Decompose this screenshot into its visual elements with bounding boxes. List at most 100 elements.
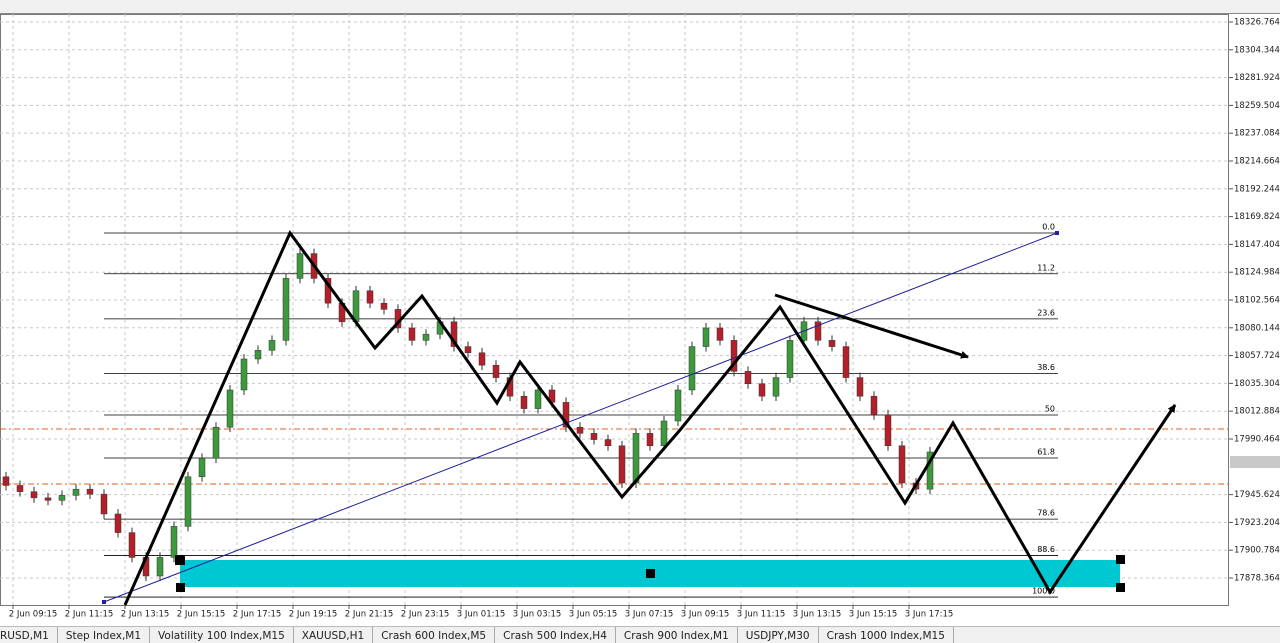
y-tick-label: 18259.5040 [1234, 101, 1280, 111]
chart-tab[interactable]: Crash 900 Index,M1 [616, 627, 738, 643]
fib-label: 38.6 [1037, 363, 1055, 372]
candle-body [842, 346, 850, 378]
candle-body [856, 377, 864, 397]
candle-body [114, 513, 122, 533]
candle-body [156, 557, 164, 577]
chart-tab[interactable]: Crash 600 Index,M5 [373, 627, 496, 643]
x-tick-label: 3 Jun 15:15 [849, 610, 898, 620]
y-tick-label: 18124.9840 [1234, 268, 1280, 278]
candle-body [590, 433, 598, 440]
y-tick-label: 18214.6640 [1234, 156, 1280, 166]
candle-body [184, 476, 192, 527]
candle-body [58, 495, 66, 501]
projection-zigzag [123, 230, 1177, 606]
fib-label: 11.2 [1037, 263, 1055, 272]
candle-body [380, 302, 388, 310]
y-tick-label: 18192.2440 [1234, 184, 1280, 194]
x-tick-label: 3 Jun 07:15 [625, 610, 674, 620]
candle-body [212, 426, 220, 459]
y-tick-label: 17945.6240 [1234, 490, 1280, 500]
candle-body [450, 321, 458, 347]
candle-body [744, 371, 752, 385]
y-tick-label: 18304.3440 [1234, 45, 1280, 55]
candle-body [422, 333, 430, 341]
candle-body [632, 433, 640, 484]
x-tick-label: 3 Jun 11:15 [737, 610, 786, 620]
x-tick-label: 2 Jun 19:15 [289, 610, 338, 620]
candle-body [226, 389, 234, 428]
candle-body [660, 420, 668, 447]
candle-body [254, 350, 262, 360]
trend-handle [1055, 231, 1059, 235]
candle-body [716, 327, 724, 341]
candle-body [2, 476, 10, 486]
x-tick-label: 2 Jun 17:15 [233, 610, 282, 620]
fib-label: 78.6 [1037, 509, 1055, 518]
candle-body [786, 340, 794, 378]
zone-handle [646, 569, 655, 578]
zone-handle [1116, 583, 1125, 592]
candle-body [534, 389, 542, 409]
candle-body [674, 389, 682, 422]
candle-body [268, 340, 276, 351]
candle-body [30, 491, 38, 499]
candle-body [870, 395, 878, 416]
candle-body [282, 278, 290, 341]
y-tick-label: 18281.9240 [1234, 73, 1280, 83]
candle-body [520, 395, 528, 409]
candle-body [170, 526, 178, 558]
candle-body [828, 340, 836, 347]
y-tick-label: 18035.3040 [1234, 379, 1280, 389]
x-tick-label: 2 Jun 11:15 [65, 610, 114, 620]
chart-tab[interactable]: RUSD,M1 [0, 627, 58, 643]
candle-body [814, 321, 822, 341]
y-tick-label: 18147.4040 [1234, 240, 1280, 250]
candle-body [772, 377, 780, 397]
chart-tab[interactable]: Crash 1000 Index,M15 [819, 627, 954, 643]
candle-body [926, 451, 934, 490]
candle-body [408, 327, 416, 341]
zone-handle [175, 555, 185, 565]
candle-body [16, 485, 24, 492]
x-tick-label: 3 Jun 17:15 [905, 610, 954, 620]
fib-label: 23.6 [1037, 308, 1055, 317]
x-tick-label: 3 Jun 03:15 [513, 610, 562, 620]
current-price-box [1230, 456, 1280, 468]
chart-tab[interactable]: USDJPY,M30 [738, 627, 819, 643]
zone-handle [176, 583, 185, 592]
y-tick-label: 17900.7840 [1234, 546, 1280, 556]
y-tick-label: 17990.4640 [1234, 435, 1280, 445]
chart-tab[interactable]: Crash 500 Index,H4 [495, 627, 616, 643]
y-tick-label: 18169.8240 [1234, 212, 1280, 222]
tab-bar: RUSD,M1 Step Index,M1 Volatility 100 Index… [0, 626, 1280, 643]
x-tick-label: 2 Jun 21:15 [345, 610, 394, 620]
candle-body [898, 445, 906, 484]
zone-handle [1116, 555, 1125, 564]
trend-handle [102, 600, 106, 604]
x-tick-label: 3 Jun 09:15 [681, 610, 730, 620]
x-tick-label: 2 Jun 15:15 [177, 610, 226, 620]
y-tick-label: 17923.2040 [1234, 518, 1280, 528]
chart-tab[interactable]: Step Index,M1 [58, 627, 151, 643]
y-tick-label: 18237.0840 [1234, 129, 1280, 139]
y-tick-label: 18057.7240 [1234, 351, 1280, 361]
candle-body [492, 364, 500, 378]
fib-label: 61.8 [1037, 447, 1055, 456]
candle-body [884, 414, 892, 447]
toolbar-strip [0, 0, 1280, 13]
candle-body [44, 497, 52, 501]
y-tick-label: 18080.1440 [1234, 323, 1280, 333]
x-tick-label: 3 Jun 05:15 [569, 610, 618, 620]
fib-label: 88.6 [1037, 545, 1055, 554]
fib-label: 100.0 [1032, 587, 1055, 596]
candle-body [128, 532, 136, 558]
chart-tab[interactable]: Volatility 100 Index,M15 [150, 627, 294, 643]
chart-tab[interactable]: XAUUSD,H1 [294, 627, 374, 643]
fib-label: 0.0 [1042, 222, 1055, 231]
candle-body [478, 352, 486, 366]
candle-body [688, 346, 696, 391]
candle-body [240, 358, 248, 391]
candle-body [100, 493, 108, 515]
candle-body [646, 433, 654, 447]
